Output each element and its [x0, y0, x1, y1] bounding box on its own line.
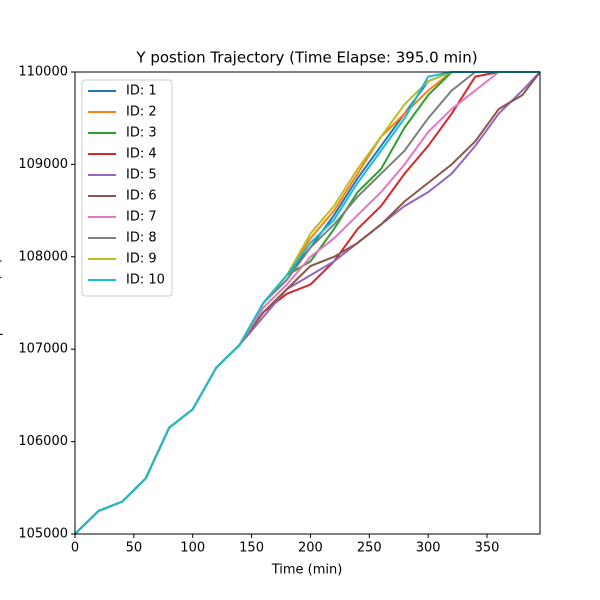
y-tick-label: 109000: [18, 157, 68, 172]
legend-label: ID: 9: [126, 252, 157, 267]
legend-label: ID: 2: [126, 105, 157, 120]
y-tick-label: 108000: [18, 249, 68, 264]
chart-title: Y postion Trajectory (Time Elapse: 395.0…: [135, 49, 477, 67]
y-tick-label: 107000: [18, 342, 68, 357]
x-tick-label: 300: [416, 541, 441, 556]
plot-frame: [74, 71, 541, 535]
legend-label: ID: 10: [126, 273, 165, 288]
x-tick-label: 250: [357, 541, 382, 556]
legend-label: ID: 7: [126, 210, 157, 225]
y-tick-label: 105000: [18, 527, 68, 542]
y-tick-label: 110000: [18, 65, 68, 80]
legend-label: ID: 5: [126, 168, 157, 183]
x-tick-label: 50: [126, 541, 143, 556]
legend-label: ID: 8: [126, 231, 157, 246]
legend-label: ID: 6: [126, 189, 157, 204]
x-tick-label: 0: [71, 541, 79, 556]
x-tick-label: 150: [239, 541, 264, 556]
y-axis-label: Y position (m): [0, 258, 4, 350]
legend-label: ID: 3: [126, 126, 157, 141]
y-tick-label: 106000: [18, 434, 68, 449]
x-tick-label: 200: [298, 541, 323, 556]
x-axis-label: Time (min): [271, 563, 343, 578]
legend-label: ID: 4: [126, 147, 157, 162]
x-tick-label: 350: [475, 541, 500, 556]
legend-label: ID: 1: [126, 84, 157, 99]
x-tick-label: 100: [180, 541, 205, 556]
